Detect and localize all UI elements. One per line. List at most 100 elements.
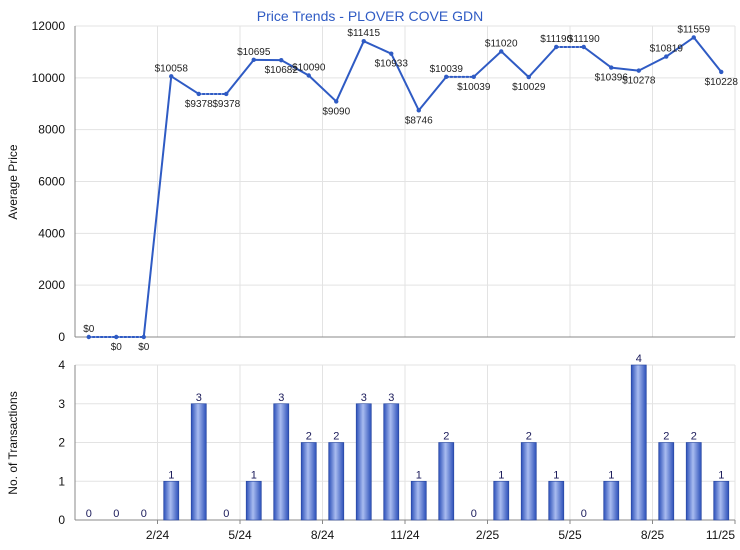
price-point [526,74,531,80]
transaction-bar [630,364,647,521]
price-point [389,51,394,56]
transaction-bar [658,442,675,521]
price-line-segment [665,36,695,58]
price-data-label: $10090 [292,63,326,74]
price-point [141,334,146,340]
price-y-tick-label: 10000 [32,71,66,85]
transaction-bar [520,442,537,521]
price-data-label: $0 [111,342,123,353]
transaction-bar [245,480,262,521]
transaction-count-label: 4 [636,353,642,365]
transaction-bar [300,442,317,521]
price-data-label: $10396 [595,73,629,84]
transaction-bar [493,480,510,521]
price-line-segment [582,45,613,69]
price-point [499,49,504,54]
x-tick-label: 11/25 [706,528,735,542]
transaction-bar [328,442,345,521]
x-tick-label: 11/24 [390,528,419,542]
price-line-segment [692,36,723,73]
transaction-count-label: 1 [416,469,422,481]
price-data-label: $8746 [405,115,433,126]
price-point [581,44,586,50]
transaction-bar [383,403,400,521]
price-line-segment [362,40,393,55]
price-point [471,74,476,80]
transaction-bar [685,442,702,521]
transactions-x-ticks: 2/24 5/24 8/24 11/24 2/25 5/25 8/25 11/25 [146,520,736,542]
price-y-ticks: 0 2000 4000 6000 8000 10000 12000 [32,19,66,344]
transaction-bar [273,403,290,521]
price-line-segment [610,66,640,72]
transaction-count-label: 0 [471,508,477,520]
price-point [361,38,366,44]
price-point [279,57,284,63]
transaction-count-label: 0 [113,508,119,520]
chart-title: Price Trends - PLOVER COVE GDN [257,8,483,24]
price-data-label: $11190 [540,34,572,45]
price-data-label: $11415 [347,28,380,39]
price-line-segment [390,52,420,112]
transactions-y-tick-label: 1 [58,474,65,488]
transaction-count-label: 2 [691,431,697,443]
price-line-segment [500,50,530,79]
price-data-label: $11190 [568,34,600,45]
transaction-bar [548,480,565,521]
price-point [444,74,449,80]
transaction-count-label: 3 [388,392,394,404]
x-tick-label: 2/25 [476,528,500,542]
price-data-label: $10228 [705,77,739,88]
transaction-count-label: 1 [498,469,504,481]
price-line-segment [335,40,365,103]
transaction-bar [355,403,372,521]
price-data-label: $11559 [677,24,710,35]
transaction-count-label: 0 [223,508,229,520]
transaction-count-label: 3 [278,392,284,404]
price-y-tick-label: 8000 [38,123,65,137]
transaction-bar [603,480,620,521]
transaction-count-label: 0 [86,508,92,520]
transactions-bars [163,364,730,521]
price-line-segment [307,74,338,103]
transaction-count-label: 2 [306,431,312,443]
price-point [719,69,724,75]
price-data-label: $10278 [622,76,656,87]
x-tick-label: 8/24 [311,528,335,542]
transaction-count-label: 1 [718,469,724,481]
price-data-label: $10058 [155,63,189,74]
price-data-labels: $0 $0 $0 $10058 $9378 $9378 $10695 $10682$10090… [83,24,738,353]
transaction-bar [163,480,180,521]
transaction-count-label: 1 [608,469,614,481]
price-data-label: $0 [83,324,95,335]
price-y-tick-label: 0 [58,330,65,344]
transactions-y-axis-label: No. of Transactions [6,391,20,494]
price-point [664,54,669,59]
transaction-count-label: 0 [581,508,587,520]
transaction-count-label: 0 [141,508,147,520]
transaction-count-label: 2 [333,431,339,443]
price-line-segment [280,59,310,77]
price-data-label: $10039 [457,82,491,93]
transaction-count-label: 1 [553,469,559,481]
price-data-label: $10695 [237,47,271,58]
price-data-label: $10819 [650,44,684,55]
price-data-label: $10039 [430,64,464,75]
price-point [196,91,201,97]
price-y-tick-label: 6000 [38,175,65,189]
price-point [169,74,174,79]
price-point [691,35,696,40]
price-point [306,73,311,78]
x-tick-label: 5/24 [228,528,252,542]
price-data-label: $10933 [375,59,409,70]
price-y-tick-label: 4000 [38,226,65,240]
price-point [114,334,119,340]
price-line-segment [472,50,503,78]
transaction-count-label: 2 [443,431,449,443]
transactions-y-tick-label: 4 [58,358,65,372]
price-point [334,99,339,104]
price-point [251,57,256,63]
transactions-y-tick-label: 3 [58,397,65,411]
x-tick-label: 5/25 [558,528,582,542]
